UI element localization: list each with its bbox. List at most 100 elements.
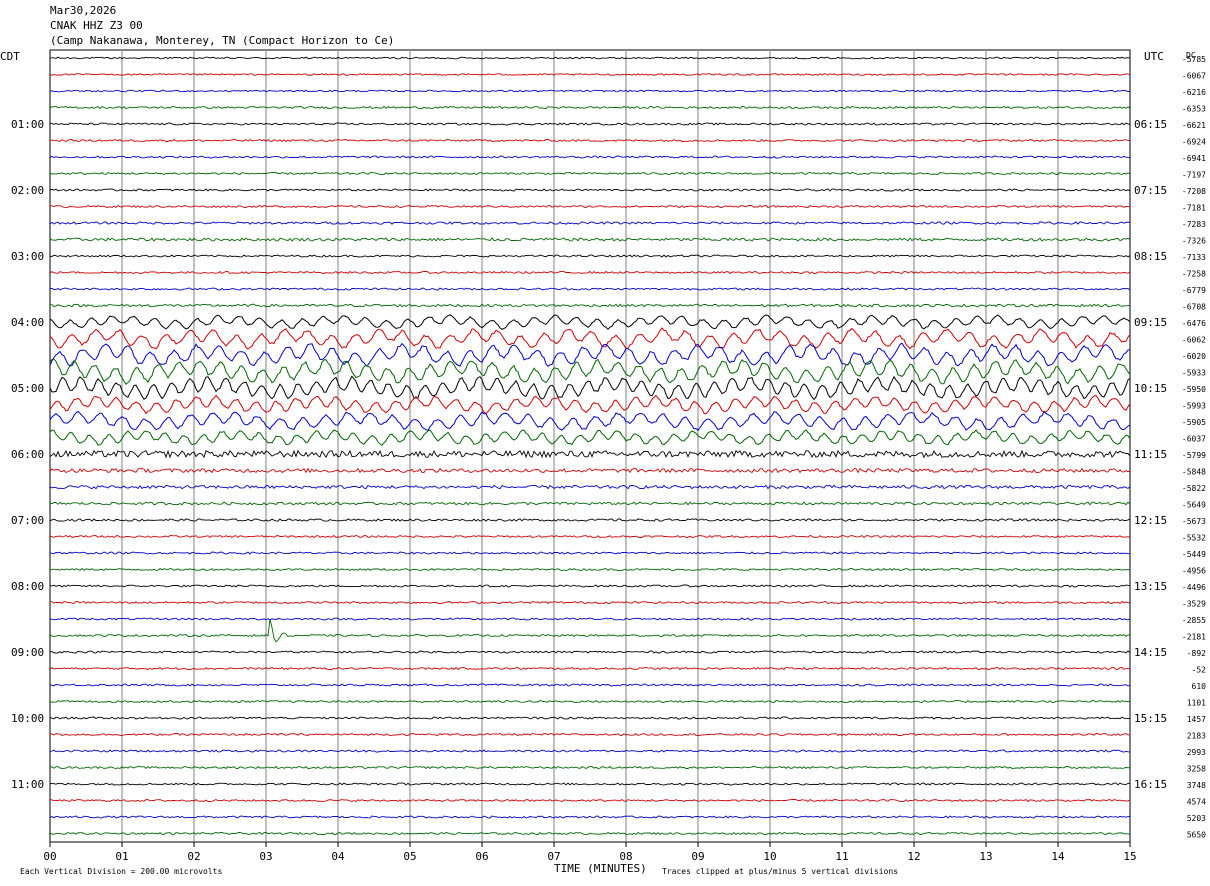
- cdt-hour-label: 10:00: [11, 712, 44, 725]
- station-location: (Camp Nakanawa, Monterey, TN (Compact Ho…: [50, 34, 395, 47]
- dc-offset-label: -2181: [1182, 633, 1206, 642]
- dc-offset-label: -6353: [1182, 105, 1206, 114]
- dc-offset-label: -5822: [1182, 484, 1206, 493]
- plot-frame: [49, 49, 1131, 843]
- trace-42: [49, 749, 1131, 753]
- trace-19: [49, 358, 1131, 385]
- trace-5: [49, 138, 1131, 143]
- trace-10: [49, 221, 1131, 225]
- trace-18: [49, 342, 1130, 367]
- dc-offset-label: -4956: [1182, 567, 1206, 576]
- dc-offset-label: 3748: [1187, 781, 1206, 790]
- cdt-hour-label: 01:00: [11, 118, 44, 131]
- utc-hour-label: 12:15: [1134, 514, 1167, 527]
- x-tick-label: 07: [547, 850, 560, 863]
- trace-2: [49, 89, 1130, 93]
- dc-offset-label: -7326: [1182, 237, 1206, 246]
- trace-24: [49, 449, 1131, 459]
- trace-23: [49, 429, 1131, 446]
- x-tick-label: 05: [403, 850, 416, 863]
- cdt-hour-labels: 01:00 02:00 03:00 04:00 05:00 06:00 07:00 08:00…: [11, 118, 44, 791]
- x-tick-label: 01: [115, 850, 128, 863]
- trace-43: [49, 765, 1131, 770]
- trace-22: [49, 410, 1131, 432]
- dc-offset-label: -5449: [1182, 550, 1206, 559]
- dc-offset-label: -6779: [1182, 286, 1206, 295]
- trace-45: [49, 798, 1131, 803]
- trace-9: [49, 204, 1131, 209]
- dc-offset-label: -6924: [1182, 138, 1206, 147]
- trace-30: [49, 551, 1131, 555]
- dc-offset-label: 1101: [1187, 699, 1206, 708]
- vertical-scale-note: Each Vertical Division = 200.00 microvol…: [20, 867, 222, 876]
- trace-6: [49, 155, 1131, 159]
- trace-21: [49, 394, 1131, 415]
- x-tick-label: 12: [907, 850, 920, 863]
- trace-27: [49, 501, 1131, 506]
- trace-15: [49, 303, 1131, 308]
- dc-offset-labels: -5785 -6067 -6216 -6353 -6621 -6924 -6941 -7197…: [1182, 55, 1206, 840]
- dc-offset-label: -5785: [1182, 55, 1206, 64]
- dc-offset-label: -6037: [1182, 435, 1206, 444]
- x-tick-label: 11: [835, 850, 848, 863]
- x-tick-label: 04: [331, 850, 345, 863]
- cdt-hour-label: 08:00: [11, 580, 44, 593]
- dc-offset-label: -5933: [1182, 369, 1206, 378]
- trace-26: [49, 484, 1131, 490]
- dc-offset-label: -7133: [1182, 253, 1206, 262]
- dc-offset-label: -5532: [1182, 534, 1206, 543]
- dc-offset-label: -4496: [1182, 583, 1206, 592]
- dc-offset-label: -6476: [1182, 319, 1206, 328]
- dc-offset-label: 5650: [1187, 831, 1206, 840]
- cdt-timezone-label: CDT: [0, 50, 20, 63]
- trace-32: [49, 584, 1131, 588]
- trace-36: [49, 650, 1131, 654]
- utc-timezone-label: UTC: [1144, 50, 1164, 63]
- dc-offset-label: -5649: [1182, 501, 1206, 510]
- dc-offset-label: -7258: [1182, 270, 1206, 279]
- trace-8: [49, 188, 1131, 192]
- station-channel: CNAK HHZ Z3 00: [50, 19, 143, 32]
- cdt-hour-label: 11:00: [11, 778, 44, 791]
- trace-4: [49, 122, 1131, 126]
- dc-offset-label: -7283: [1182, 220, 1206, 229]
- cdt-hour-label: 07:00: [11, 514, 44, 527]
- trace-47: [49, 831, 1131, 836]
- cdt-hour-label: 09:00: [11, 646, 44, 659]
- utc-hour-label: 11:15: [1134, 448, 1167, 461]
- dc-offset-label: 5203: [1187, 814, 1206, 823]
- x-tick-label: 02: [187, 850, 200, 863]
- trace-44: [49, 782, 1131, 786]
- x-tick-label: 15: [1123, 850, 1136, 863]
- utc-hour-label: 13:15: [1134, 580, 1167, 593]
- trace-34: [49, 617, 1131, 621]
- trace-46: [49, 815, 1131, 819]
- trace-20: [49, 375, 1131, 401]
- dc-offset-label: 4574: [1187, 798, 1206, 807]
- x-tick-label: 10: [763, 850, 776, 863]
- dc-offset-label: -5673: [1182, 517, 1206, 526]
- trace-29: [49, 534, 1131, 539]
- trace-3: [49, 105, 1131, 110]
- dc-offset-label: -3529: [1182, 600, 1206, 609]
- x-tick-label: 06: [475, 850, 488, 863]
- dc-offset-label: -5905: [1182, 418, 1206, 427]
- cdt-hour-label: 05:00: [11, 382, 44, 395]
- utc-hour-label: 06:15: [1134, 118, 1167, 131]
- cdt-hour-label: 04:00: [11, 316, 44, 329]
- trace-33: [49, 600, 1131, 605]
- trace-40: [49, 716, 1131, 720]
- trace-35: [49, 618, 1131, 643]
- trace-28: [49, 518, 1131, 522]
- x-tick-label: 08: [619, 850, 632, 863]
- dc-offset-label: -52: [1192, 666, 1207, 675]
- dc-offset-label: -7181: [1182, 204, 1206, 213]
- clip-note: Traces clipped at plus/minus 5 vertical …: [662, 867, 898, 876]
- dc-offset-label: -6020: [1182, 352, 1206, 361]
- trace-37: [49, 666, 1131, 671]
- x-tick-label: 00: [43, 850, 56, 863]
- trace-11: [49, 237, 1131, 242]
- x-axis-ticks: 00 01 02 03 04 05 06 07 08 09 10 11 12 13 14 15: [43, 842, 1137, 863]
- dc-offset-label: -5993: [1182, 402, 1206, 411]
